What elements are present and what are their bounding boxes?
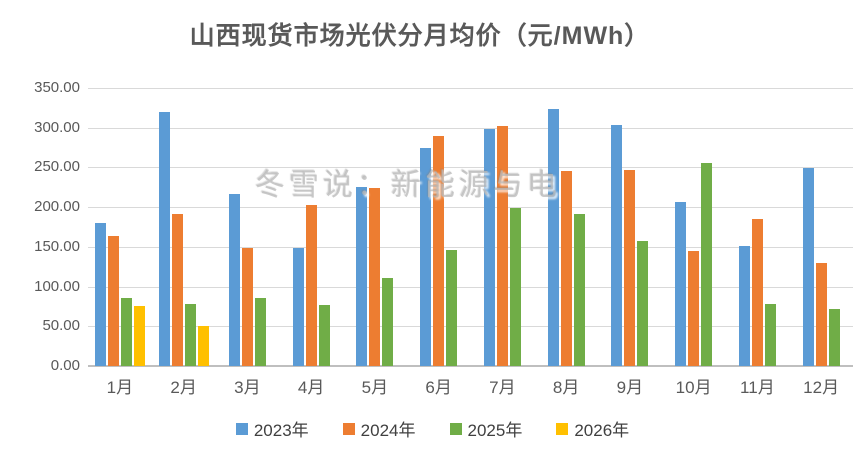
bar-2023年-3月[interactable] [228, 194, 240, 366]
x-tick-label: 7月 [489, 378, 516, 397]
bar-group-9月 [598, 88, 662, 366]
bar-2025年-10月[interactable] [701, 163, 713, 366]
x-tick-label: 2月 [170, 378, 197, 397]
bar-2025年-5月[interactable] [382, 277, 394, 366]
bar-2025年-8月[interactable] [573, 213, 585, 366]
legend-label: 2024年 [360, 421, 416, 440]
bar-group-11月 [726, 88, 790, 366]
bar-group-12月 [789, 88, 853, 366]
bar-2025年-7月[interactable] [509, 207, 521, 366]
bar-2024年-3月[interactable] [241, 247, 253, 366]
bar-2025年-9月[interactable] [637, 240, 649, 366]
gridline [88, 326, 853, 328]
y-tick-label: 150.00 [34, 237, 80, 255]
bar-group-8月 [534, 88, 598, 366]
y-tick-label: 100.00 [34, 277, 80, 295]
gridline [88, 167, 853, 169]
bar-2026年-1月[interactable] [133, 305, 145, 366]
legend: 2023年 2024年 2025年 2026年 [0, 416, 865, 441]
legend-swatch-icon [342, 422, 355, 435]
gridline [88, 88, 853, 89]
x-tick-label: 8月 [552, 378, 580, 397]
bar-2023年-9月[interactable] [611, 125, 623, 366]
x-tick-label: 5月 [361, 378, 389, 397]
bar-2024年-6月[interactable] [433, 136, 445, 366]
legend-swatch-icon [556, 422, 569, 435]
bar-2024年-7月[interactable] [496, 126, 508, 366]
bar-2023年-6月[interactable] [420, 147, 432, 366]
gridline [88, 286, 853, 288]
legend-label: 2026年 [574, 421, 630, 440]
bar-2026年-2月[interactable] [197, 326, 209, 366]
x-tick-label: 10月 [675, 378, 712, 397]
legend-item-2023年[interactable]: 2023年 [235, 416, 309, 441]
bar-group-6月 [407, 88, 471, 366]
bar-2025年-12月[interactable] [828, 308, 840, 366]
bar-2024年-11月[interactable] [751, 219, 763, 366]
x-tick-label: 12月 [803, 378, 840, 397]
bar-2025年-1月[interactable] [120, 297, 132, 366]
x-tick-label: 1月 [106, 378, 134, 397]
bar-2024年-10月[interactable] [688, 250, 700, 366]
chart-title: 山西现货市场光伏分月均价（元/MWh） [189, 22, 651, 50]
y-tick-label: 250.00 [34, 158, 80, 176]
bar-2023年-10月[interactable] [675, 202, 687, 366]
bar-group-3月 [216, 88, 280, 366]
legend-swatch-icon [449, 422, 462, 435]
bar-2023年-5月[interactable] [356, 187, 368, 366]
bar-2023年-1月[interactable] [94, 223, 106, 366]
legend-swatch-icon [235, 422, 248, 435]
plot-area [88, 88, 853, 367]
y-tick-label: 50.00 [42, 317, 80, 335]
bar-group-5月 [343, 88, 407, 366]
x-tick-label: 4月 [297, 378, 325, 397]
bar-2023年-7月[interactable] [483, 128, 495, 366]
bar-2024年-1月[interactable] [107, 235, 119, 366]
y-tick-label: 350.00 [34, 79, 80, 96]
bar-group-1月 [88, 88, 152, 366]
gridline [88, 246, 853, 248]
x-tick-label: 11月 [740, 378, 775, 397]
bar-2025年-3月[interactable] [254, 297, 266, 366]
legend-label: 2023年 [253, 421, 309, 440]
y-tick-label: 0.00 [50, 357, 80, 374]
bar-2023年-2月[interactable] [158, 111, 170, 366]
bar-2024年-12月[interactable] [815, 262, 827, 366]
bar-group-7月 [471, 88, 535, 366]
gridline [88, 127, 853, 129]
bar-2024年-8月[interactable] [560, 171, 572, 366]
bar-2024年-2月[interactable] [171, 213, 183, 366]
bar-2025年-11月[interactable] [764, 304, 776, 366]
x-axis-line [88, 365, 853, 367]
bar-2025年-6月[interactable] [446, 250, 458, 366]
bar-2024年-5月[interactable] [369, 188, 381, 366]
legend-item-2024年[interactable]: 2024年 [342, 416, 416, 441]
bar-2024年-4月[interactable] [305, 204, 317, 366]
bar-group-10月 [662, 88, 726, 366]
gridline [88, 207, 853, 209]
legend-label: 2025年 [467, 421, 523, 440]
y-tick-label: 300.00 [34, 118, 80, 136]
bar-group-4月 [279, 88, 343, 366]
bar-2023年-11月[interactable] [738, 246, 750, 366]
bar-2023年-8月[interactable] [547, 108, 559, 366]
bar-group-2月 [152, 88, 216, 366]
legend-item-2026年[interactable]: 2026年 [556, 416, 629, 441]
bar-2023年-12月[interactable] [802, 168, 814, 366]
x-tick-label: 6月 [425, 378, 452, 397]
y-tick-label: 200.00 [34, 198, 80, 216]
bar-2025年-4月[interactable] [318, 304, 330, 366]
legend-item-2025年[interactable]: 2025年 [449, 416, 523, 441]
x-tick-label: 9月 [616, 378, 644, 397]
x-tick-label: 3月 [234, 378, 261, 397]
bar-2023年-4月[interactable] [292, 247, 304, 366]
bar-2025年-2月[interactable] [184, 304, 196, 366]
bar-2024年-9月[interactable] [624, 169, 636, 366]
